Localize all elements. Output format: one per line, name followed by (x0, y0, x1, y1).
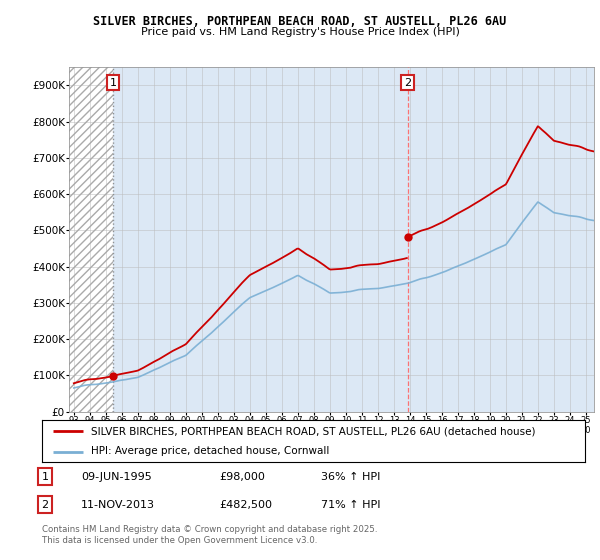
Text: 71% ↑ HPI: 71% ↑ HPI (321, 500, 380, 510)
Text: £482,500: £482,500 (219, 500, 272, 510)
Bar (69, 67, 113, 412)
Text: 36% ↑ HPI: 36% ↑ HPI (321, 472, 380, 482)
Text: 1: 1 (41, 472, 49, 482)
Text: 2: 2 (404, 78, 411, 88)
Bar (69, 67, 113, 412)
Text: HPI: Average price, detached house, Cornwall: HPI: Average price, detached house, Corn… (91, 446, 329, 456)
Text: SILVER BIRCHES, PORTHPEAN BEACH ROAD, ST AUSTELL, PL26 6AU (detached house): SILVER BIRCHES, PORTHPEAN BEACH ROAD, ST… (91, 426, 535, 436)
Text: Price paid vs. HM Land Registry's House Price Index (HPI): Price paid vs. HM Land Registry's House … (140, 27, 460, 37)
Text: 2: 2 (41, 500, 49, 510)
Text: 1: 1 (109, 78, 116, 88)
Text: Contains HM Land Registry data © Crown copyright and database right 2025.
This d: Contains HM Land Registry data © Crown c… (42, 525, 377, 545)
Text: 09-JUN-1995: 09-JUN-1995 (81, 472, 152, 482)
Text: SILVER BIRCHES, PORTHPEAN BEACH ROAD, ST AUSTELL, PL26 6AU: SILVER BIRCHES, PORTHPEAN BEACH ROAD, ST… (94, 15, 506, 28)
Text: £98,000: £98,000 (219, 472, 265, 482)
Text: 11-NOV-2013: 11-NOV-2013 (81, 500, 155, 510)
